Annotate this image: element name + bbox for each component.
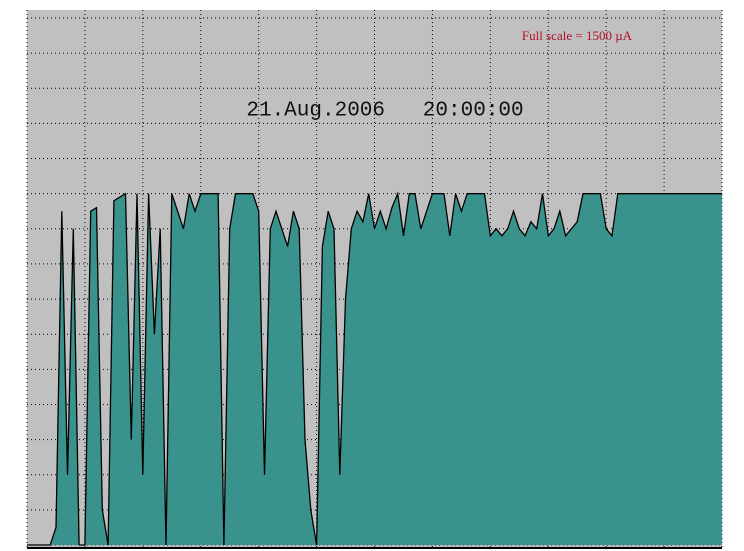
area-fill	[27, 193, 722, 545]
area-line	[27, 191, 722, 546]
chart-title: 21.Aug.2006 20:00:00	[246, 100, 523, 123]
annotation: Full scale = 1500 µA	[522, 28, 633, 43]
